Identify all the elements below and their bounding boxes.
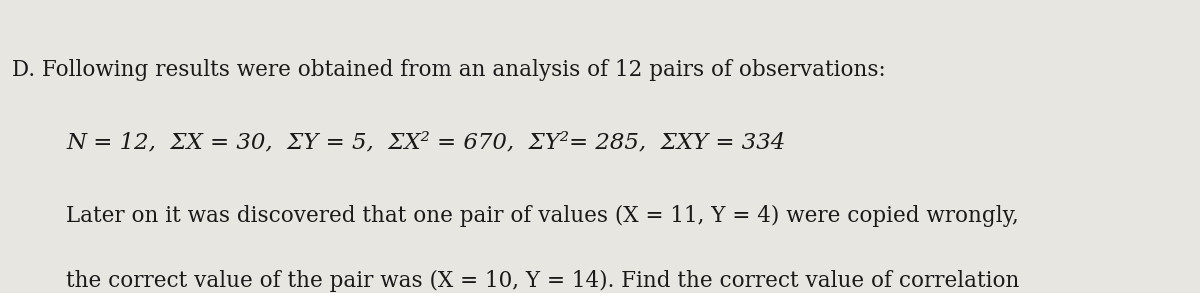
Text: N = 12,  ΣX = 30,  ΣY = 5,  ΣX² = 670,  ΣY²= 285,  ΣXY = 334: N = 12, ΣX = 30, ΣY = 5, ΣX² = 670, ΣY²=… xyxy=(66,132,785,154)
Text: Later on it was discovered that one pair of values (X = 11, Y = 4) were copied w: Later on it was discovered that one pair… xyxy=(66,205,1019,227)
Text: D. Following results were obtained from an analysis of 12 pairs of observations:: D. Following results were obtained from … xyxy=(12,59,886,81)
Text: the correct value of the pair was (X = 10, Y = 14). Find the correct value of co: the correct value of the pair was (X = 1… xyxy=(66,270,1019,292)
